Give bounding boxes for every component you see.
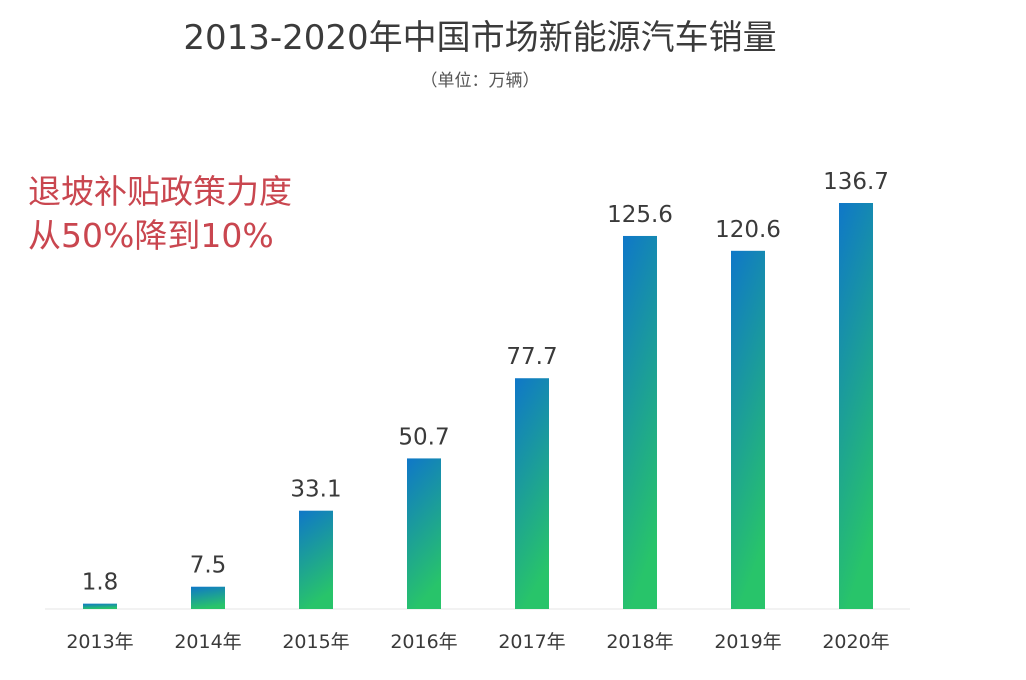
x-tick-label: 2018年 (606, 631, 673, 653)
x-tick-label: 2017年 (498, 631, 565, 653)
x-tick-label: 2013年 (66, 631, 133, 653)
data-label: 7.5 (190, 553, 227, 579)
x-tick-label: 2014年 (174, 631, 241, 653)
x-tick-label: 2015年 (282, 631, 349, 653)
bar-2020 (839, 203, 873, 609)
bar-2014 (191, 586, 225, 609)
x-tick-label: 2016年 (390, 631, 457, 653)
bar-2018 (623, 235, 657, 609)
chart-subtitle: （单位：万辆） (420, 71, 540, 91)
bar-2016 (407, 458, 441, 609)
bar-2013 (83, 603, 117, 609)
data-label: 136.7 (823, 169, 889, 195)
bar-2019 (731, 250, 765, 609)
data-label: 50.7 (398, 424, 449, 450)
chart-title: 2013-2020年中国市场新能源汽车销量 (183, 18, 777, 58)
policy-annotation: 退坡补贴政策力度 从50%降到10% (28, 170, 292, 258)
bar-2015 (299, 510, 333, 609)
annotation-line-2: 从50%降到10% (28, 216, 274, 255)
data-label: 1.8 (82, 570, 119, 596)
data-label: 33.1 (290, 477, 341, 503)
annotation-line-1: 退坡补贴政策力度 (28, 172, 292, 211)
bar-2017 (515, 378, 549, 609)
data-label: 125.6 (607, 202, 673, 228)
data-label: 77.7 (506, 344, 557, 370)
x-tick-label: 2019年 (714, 631, 781, 653)
data-label: 120.6 (715, 217, 781, 243)
x-tick-label: 2020年 (822, 631, 889, 653)
